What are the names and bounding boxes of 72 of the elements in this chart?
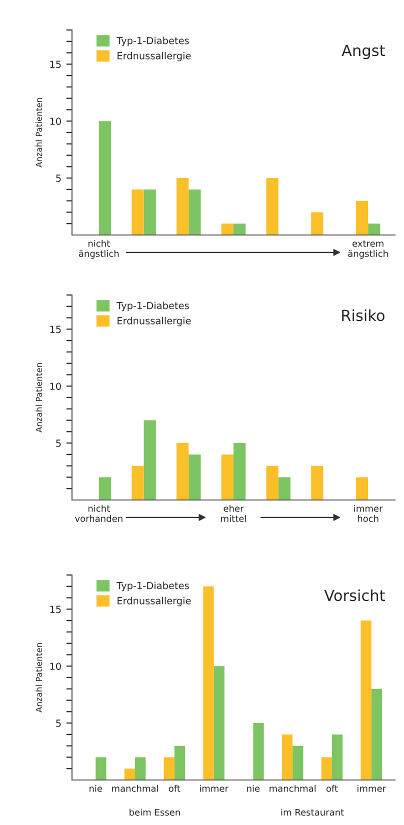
- text: im Restaurant: [281, 808, 344, 816]
- text: beim Essen: [130, 808, 180, 816]
- bar: [221, 224, 234, 235]
- bar: [321, 757, 332, 780]
- bar: [188, 454, 201, 500]
- bar: [188, 189, 201, 235]
- bar: [174, 746, 186, 780]
- bar: [135, 757, 146, 780]
- y-axis-title: Anzahl Patienten: [36, 363, 42, 432]
- text: Angst: [342, 44, 385, 60]
- bar: [96, 757, 106, 780]
- y-tick-label: 15: [50, 60, 61, 68]
- x-tick-label: nie: [90, 784, 102, 792]
- bar: [234, 443, 246, 500]
- legend-label: Erdnussallergie: [118, 52, 191, 62]
- bar: [371, 688, 382, 780]
- y-tick-label: 15: [50, 326, 61, 333]
- bar: [176, 443, 189, 500]
- bar: [98, 121, 112, 235]
- x-tick-label: nicht vorhanden: [74, 504, 122, 522]
- bar: [292, 746, 304, 780]
- x-tick-label: oft: [168, 784, 180, 792]
- bar: [132, 189, 144, 235]
- x-tick-label: manchmal: [112, 784, 158, 792]
- bar: [132, 466, 144, 500]
- bar: [164, 757, 174, 780]
- text: Risiko: [342, 309, 384, 322]
- bar: [144, 189, 156, 235]
- bar: [278, 477, 290, 500]
- y-tick-label: 10: [50, 662, 61, 670]
- bar: [203, 586, 214, 780]
- bar: [124, 768, 136, 780]
- legend-label: Typ-1-Diabetes: [116, 36, 189, 46]
- bar: [356, 200, 368, 235]
- x-tick-label: immer hoch: [354, 504, 383, 522]
- legend-label: Erdnussallergie: [118, 316, 191, 326]
- bar: [282, 734, 293, 780]
- bar: [332, 734, 343, 780]
- x-tick-label: immer: [200, 784, 228, 792]
- y-tick-label: 10: [50, 382, 61, 390]
- y-tick-label: 5: [56, 720, 61, 727]
- x-tick-label: nicht ängstlich: [78, 240, 119, 259]
- y-tick-label: 15: [50, 606, 61, 613]
- bar: [253, 723, 264, 780]
- bar: [234, 224, 246, 235]
- bar: [98, 477, 112, 500]
- bar: [144, 420, 156, 500]
- x-tick-label: manchmal: [270, 784, 316, 792]
- y-tick-label: 5: [56, 174, 61, 182]
- bar: [214, 666, 224, 780]
- bar: [266, 466, 278, 500]
- bar: [311, 212, 324, 235]
- y-tick-label: 5: [56, 440, 61, 447]
- x-tick-label: immer: [358, 784, 386, 792]
- text: Vorsicht: [324, 589, 385, 602]
- bar: [176, 178, 189, 235]
- x-tick-label: eher mittel: [221, 504, 246, 522]
- bar: [266, 178, 278, 235]
- bar: [356, 477, 368, 500]
- bar: [360, 620, 372, 780]
- legend-label: Typ-1-Diabetes: [116, 302, 189, 312]
- x-tick-label: oft: [326, 784, 338, 792]
- y-tick-label: 10: [50, 118, 61, 125]
- y-axis-title: Anzahl Patienten: [36, 643, 42, 712]
- bar: [368, 224, 380, 235]
- bar: [311, 466, 324, 500]
- bar: [221, 454, 234, 500]
- legend-label: Typ-1-Diabetes: [116, 582, 189, 592]
- x-tick-label: nie: [247, 784, 260, 792]
- y-axis-title: Anzahl Patienten: [36, 98, 42, 168]
- legend-label: Erdnussallergie: [118, 596, 191, 606]
- x-tick-label: extrem ängstlich: [348, 240, 388, 259]
